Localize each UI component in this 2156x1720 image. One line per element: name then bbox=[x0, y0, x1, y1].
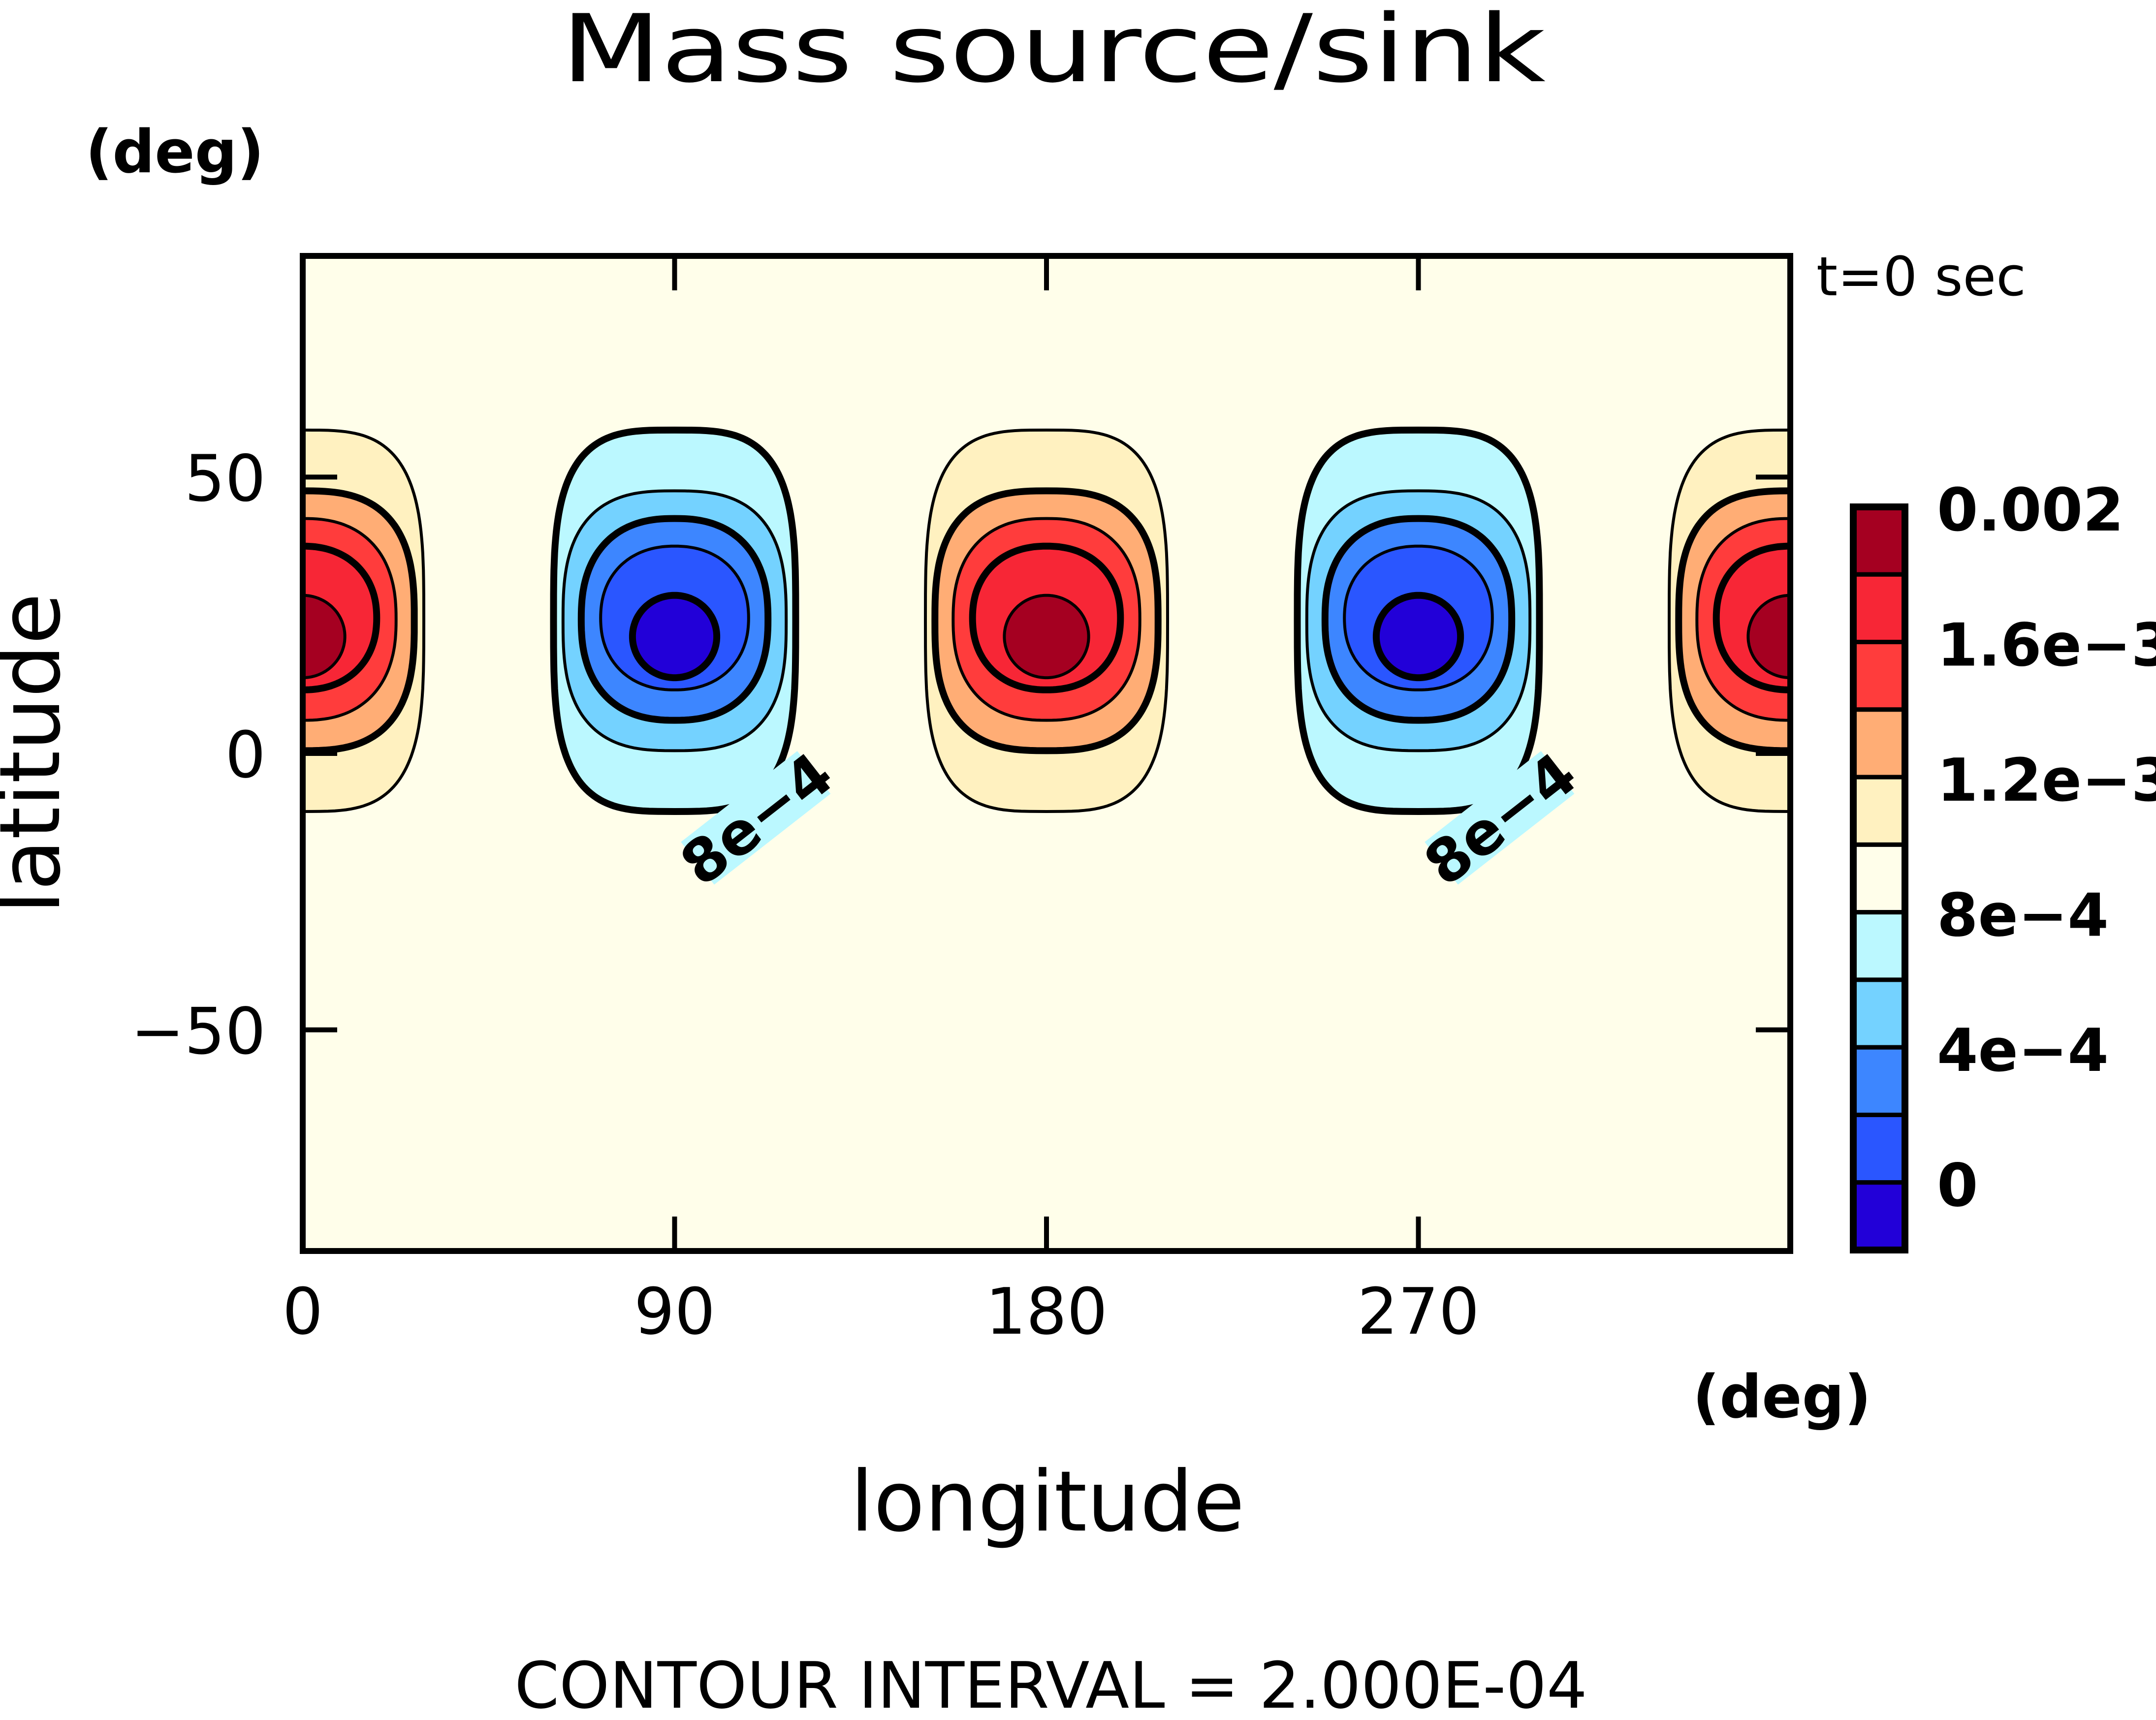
x-tick-labels: 0 90 180 270 bbox=[283, 1274, 1480, 1349]
colorbar-tick-label: 4e−4 bbox=[1937, 1017, 2109, 1085]
y-axis-units: (deg) bbox=[86, 118, 264, 187]
colorbar-labels: 0 4e−4 8e−4 1.2e−3 1.6e−3 0.002 bbox=[1937, 476, 2156, 1220]
minimum-contour-0 bbox=[1372, 592, 1464, 682]
colorbar-box bbox=[1851, 1112, 1907, 1185]
maximum-contour-0.0018 bbox=[1746, 594, 1790, 680]
colorbar-box bbox=[1851, 775, 1907, 847]
colorbar-box bbox=[1851, 640, 1907, 712]
y-tick-labels: −50 0 50 bbox=[131, 441, 266, 1068]
contour-label-background bbox=[1425, 751, 1575, 885]
y-tick-label: −50 bbox=[131, 994, 266, 1069]
colorbar-box bbox=[1851, 504, 1907, 577]
x-tick-label: 270 bbox=[1357, 1274, 1479, 1349]
time-label: t=0 sec bbox=[1816, 245, 2026, 308]
y-tick-label: 50 bbox=[185, 441, 266, 516]
colorbar-box bbox=[1851, 977, 1907, 1050]
colorbar-tick-label: 8e−4 bbox=[1937, 882, 2109, 950]
colorbar-box bbox=[1851, 910, 1907, 982]
contour-label-background bbox=[681, 751, 831, 885]
x-tick-label: 180 bbox=[985, 1274, 1108, 1349]
y-axis-label: latitude bbox=[0, 593, 79, 914]
colorbar-tick-label: 1.6e−3 bbox=[1937, 612, 2156, 680]
colorbar bbox=[1850, 503, 1908, 1253]
colorbar-box bbox=[1851, 842, 1907, 915]
colorbar-frame bbox=[1850, 503, 1908, 1253]
maximum-contour-0.0018 bbox=[303, 594, 347, 680]
colorbar-tick-label: 0 bbox=[1937, 1152, 1978, 1220]
colorbar-box bbox=[1851, 707, 1907, 780]
y-tick-label: 0 bbox=[225, 718, 266, 792]
contour-field: 8e−4 8e−4 bbox=[303, 426, 1790, 900]
chart-title: Mass source/sink bbox=[561, 0, 1546, 103]
plot-frame bbox=[300, 253, 1793, 1254]
colorbar-box bbox=[1851, 1045, 1907, 1117]
x-tick-label: 90 bbox=[634, 1274, 715, 1349]
minimum-contour-0 bbox=[629, 592, 721, 682]
contour-interval-footer: CONTOUR INTERVAL = 2.000E-04 bbox=[514, 1648, 1587, 1720]
colorbar-box bbox=[1851, 1180, 1907, 1252]
x-axis-units: (deg) bbox=[1693, 1363, 1871, 1432]
x-axis-label: longitude bbox=[850, 1453, 1244, 1551]
colorbar-tick-label: 1.2e−3 bbox=[1937, 747, 2156, 815]
x-tick-label: 0 bbox=[283, 1274, 323, 1349]
maximum-contour-0.0018 bbox=[1003, 594, 1090, 680]
colorbar-tick-label: 0.002 bbox=[1937, 476, 2124, 545]
colorbar-box bbox=[1851, 572, 1907, 645]
